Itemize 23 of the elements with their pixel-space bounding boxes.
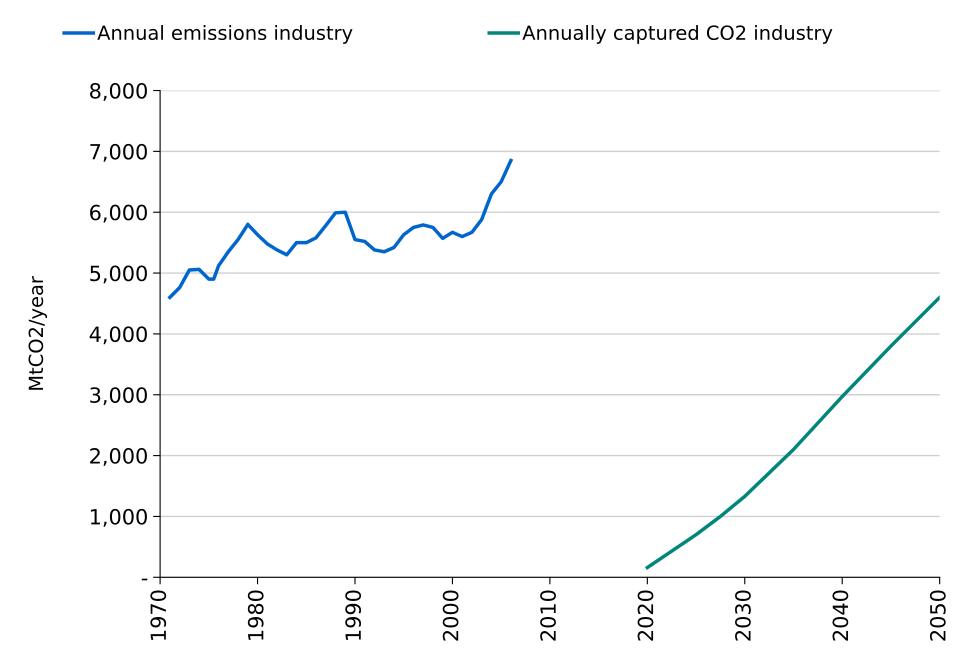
y-tick-label: 5,000 xyxy=(90,266,147,284)
x-tick-label: 1980 xyxy=(248,590,264,640)
x-tick-label: 2020 xyxy=(638,590,654,641)
x-tick-label: 2050 xyxy=(930,590,946,641)
line-series xyxy=(646,296,940,570)
line-series xyxy=(168,158,513,300)
x-tick-label: 1990 xyxy=(345,590,362,640)
y-tick-label: 4,000 xyxy=(90,326,147,344)
y-tick-label: 6,000 xyxy=(90,204,147,223)
y-tick-label: 3,000 xyxy=(90,387,147,406)
x-tick-label: 2040 xyxy=(832,590,848,641)
legend-label: Annual emissions industry xyxy=(97,25,353,44)
x-tick-label: 2030 xyxy=(735,590,751,641)
y-tick-label: 2,000 xyxy=(90,448,147,466)
y-tick-label: - xyxy=(142,578,148,580)
y-tick-label: 8,000 xyxy=(90,82,147,101)
x-tick-label: 2010 xyxy=(540,590,556,641)
y-axis-title: MtCO2/year xyxy=(28,276,47,390)
x-tick-label: 2000 xyxy=(442,590,458,641)
y-tick-label: 1,000 xyxy=(90,508,147,527)
legend-label: Annually captured CO2 industry xyxy=(522,25,832,44)
y-tick-label: 7,000 xyxy=(90,144,147,162)
x-tick-label: 1970 xyxy=(150,590,166,640)
